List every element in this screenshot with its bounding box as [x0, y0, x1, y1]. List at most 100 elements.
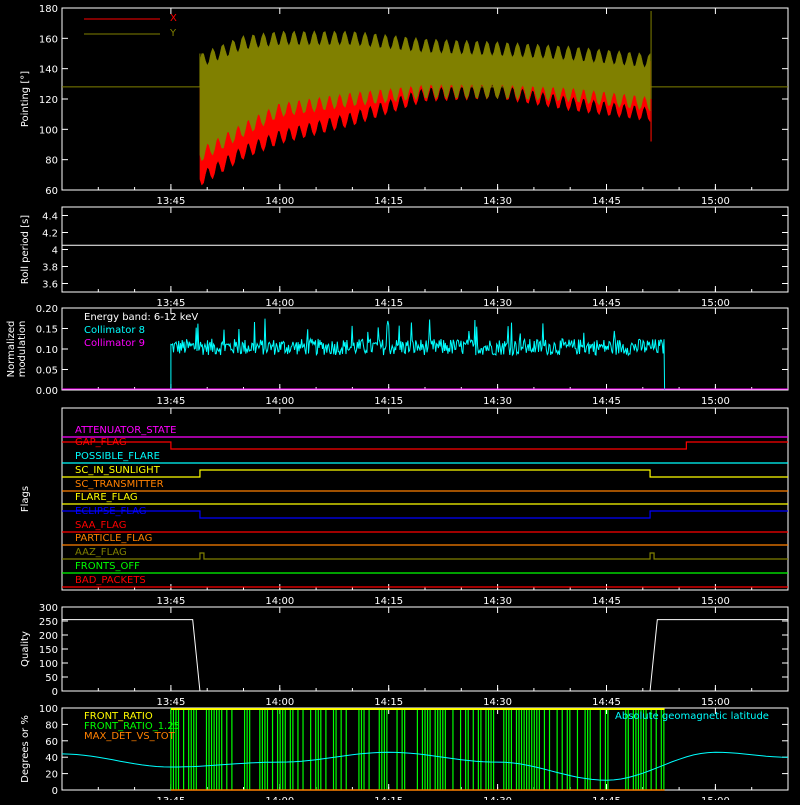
panel-2-xtick-label-4: 14:45 — [592, 396, 621, 407]
panel-3-xtick-label-3: 14:30 — [483, 596, 512, 607]
panel-1-ytick-label-1: 3.8 — [42, 263, 58, 274]
panel-2-ylabel: Normalized — [6, 321, 17, 378]
flag-label-9: AAZ_FLAG — [75, 547, 127, 558]
panel-0-xtick-label-3: 14:30 — [483, 196, 512, 207]
panel-1-xtick-label-1: 14:00 — [265, 298, 294, 309]
quality-line — [62, 619, 788, 692]
panel-4-xtick-label-4: 14:45 — [592, 697, 621, 708]
flag-line-6 — [62, 510, 788, 519]
panel-0-xtick-label-0: 13:45 — [156, 196, 185, 207]
legend-front-ratio: FRONT_RATIO — [84, 711, 153, 722]
panel-2-ytick-label-4: 0.20 — [36, 304, 58, 315]
panel-1-ytick-label-3: 4.2 — [42, 229, 58, 240]
flag-line-3 — [62, 469, 788, 478]
panel-5-xtick-label-2: 14:15 — [374, 796, 403, 800]
panel-2-ytick-label-3: 0.15 — [36, 325, 58, 336]
flag-label-5: FLARE_FLAG — [75, 492, 138, 503]
flag-label-7: SAA_FLAG — [75, 520, 126, 531]
legend-x-label: X — [170, 13, 177, 24]
panel-2-xtick-label-1: 14:00 — [265, 396, 294, 407]
panel-4-ytick-label-0: 0 — [52, 687, 58, 698]
panel-0-ytick-label-6: 180 — [39, 4, 58, 15]
panel-2-xtick-label-5: 15:00 — [701, 396, 730, 407]
panel-0-ytick-label-3: 120 — [39, 95, 58, 106]
panel-4-ytick-label-4: 200 — [39, 631, 58, 642]
flag-label-10: FRONTS_OFF — [75, 561, 140, 572]
panel-0-ytick-label-0: 60 — [45, 186, 58, 197]
panel-3-xtick-label-1: 14:00 — [265, 596, 294, 607]
legend-collimator-9: Collimator 9 — [84, 338, 145, 349]
panel-1-xtick-label-0: 13:45 — [156, 298, 185, 309]
flag-label-0: ATTENUATOR_STATE — [75, 425, 176, 436]
panel-5-xtick-label-4: 14:45 — [592, 796, 621, 800]
panel-5-ytick-label-5: 100 — [39, 704, 58, 715]
panel-4-ylabel: Quality — [20, 631, 31, 667]
panel-3-xtick-label-2: 14:15 — [374, 596, 403, 607]
panel-0-ytick-label-2: 100 — [39, 125, 58, 136]
legend-front-ratio-125: FRONT_RATIO_1.25 — [84, 721, 180, 732]
panel-1-ytick-label-2: 4 — [52, 246, 58, 257]
panel-0-xtick-label-2: 14:15 — [374, 196, 403, 207]
panel-0-xtick-label-1: 14:00 — [265, 196, 294, 207]
geomag-latitude-curve — [61, 751, 789, 781]
panel-2-ytick-label-2: 0.10 — [36, 345, 58, 356]
panel-5-ytick-label-1: 20 — [45, 770, 58, 781]
collimator-8-line — [170, 318, 666, 391]
panel-2-ytick-label-0: 0.00 — [36, 386, 58, 397]
panel-5-xtick-label-1: 14:00 — [265, 796, 294, 800]
panel-5-xtick-label-3: 14:30 — [483, 796, 512, 800]
panel-1-ytick-label-4: 4.4 — [42, 212, 58, 223]
legend-collimator-8: Collimator 8 — [84, 325, 145, 336]
panel-4-ytick-label-2: 100 — [39, 659, 58, 670]
panel-2-xtick-label-2: 14:15 — [374, 396, 403, 407]
panel-3-xtick-label-0: 13:45 — [156, 596, 185, 607]
flag-label-3: SC_IN_SUNLIGHT — [75, 465, 161, 476]
panel-4-ytick-label-6: 300 — [39, 603, 58, 614]
panel-5-ytick-label-4: 80 — [45, 720, 58, 731]
panel-4-xtick-label-1: 14:00 — [265, 697, 294, 708]
panel-3-ylabel: Flags — [20, 486, 31, 512]
panel-3-xtick-label-4: 14:45 — [592, 596, 621, 607]
flag-line-9 — [62, 552, 788, 560]
panel-0-ytick-label-4: 140 — [39, 65, 58, 76]
panel-0-xtick-label-4: 14:45 — [592, 196, 621, 207]
panel-0-ytick-label-1: 80 — [45, 156, 58, 167]
panel-5-ytick-label-0: 0 — [52, 786, 58, 797]
flag-label-8: PARTICLE_FLAG — [75, 533, 152, 544]
panel-4-ytick-label-5: 250 — [39, 617, 58, 628]
panel-0-ytick-label-5: 160 — [39, 34, 58, 45]
panel-1-frame — [61, 206, 789, 293]
panel-0-xtick-label-5: 15:00 — [701, 196, 730, 207]
legend-max-det: MAX_DET_VS_TOT — [84, 731, 176, 742]
panel-4-xtick-label-3: 14:30 — [483, 697, 512, 708]
panel-4-ytick-label-3: 150 — [39, 645, 58, 656]
panel-2-ylabel: modulation — [17, 321, 28, 378]
energy-band-label: Energy band: 6-12 keV — [84, 312, 198, 323]
panel-1-ylabel: Roll period [s] — [20, 215, 31, 284]
flag-label-11: BAD_PACKETS — [75, 575, 146, 586]
panel-5-xtick-label-0: 13:45 — [156, 796, 185, 800]
legend-y-label: Y — [169, 28, 177, 39]
legend-geomag: Absolute geomagnetic latitude — [615, 711, 769, 722]
panel-2-xtick-label-0: 13:45 — [156, 396, 185, 407]
flag-line-1 — [62, 441, 788, 450]
panel-1-ytick-label-0: 3.6 — [42, 280, 58, 291]
panel-0-ylabel: Pointing [°] — [20, 71, 31, 127]
flag-label-4: SC_TRANSMITTER — [75, 479, 164, 490]
panel-5-ylabel: Degrees or % — [20, 715, 31, 783]
panel-1-xtick-label-3: 14:30 — [483, 298, 512, 309]
panel-4-xtick-label-5: 15:00 — [701, 697, 730, 708]
series-y-band — [199, 30, 651, 162]
panel-1-xtick-label-2: 14:15 — [374, 298, 403, 309]
panel-5-ytick-label-2: 40 — [45, 753, 58, 764]
panel-1-xtick-label-4: 14:45 — [592, 298, 621, 309]
panel-1-xtick-label-5: 15:00 — [701, 298, 730, 309]
panel-2-xtick-label-3: 14:30 — [483, 396, 512, 407]
flag-label-2: POSSIBLE_FLARE — [75, 451, 160, 462]
panel-3-xtick-label-5: 15:00 — [701, 596, 730, 607]
panel-5-xtick-label-5: 15:00 — [701, 796, 730, 800]
panel-4-xtick-label-0: 13:45 — [156, 697, 185, 708]
panel-5-ytick-label-3: 60 — [45, 737, 58, 748]
